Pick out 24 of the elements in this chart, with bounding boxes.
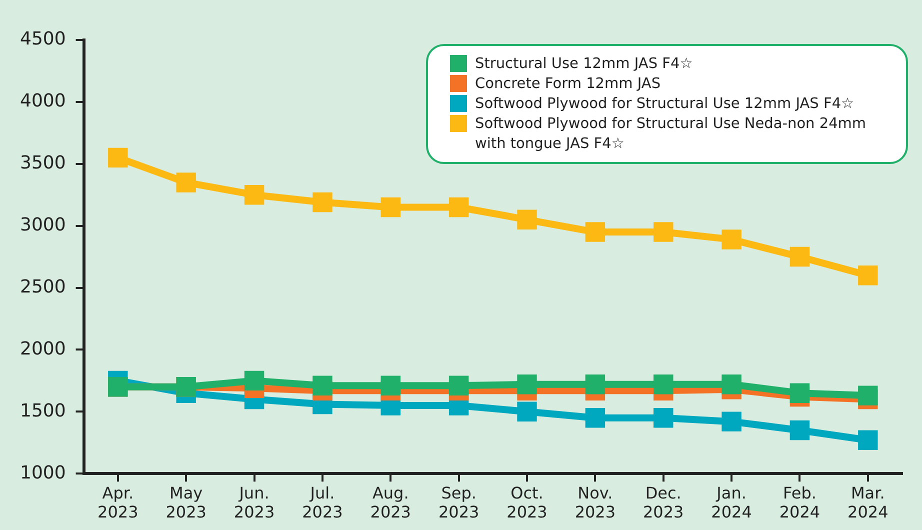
legend-label: Concrete Form 12mm JAS <box>475 75 661 94</box>
x-tick-label: Sep. 2023 <box>438 483 480 522</box>
x-tick-label: Oct. 2023 <box>506 483 548 522</box>
y-tick-label: 3000 <box>20 214 66 236</box>
x-tick-label: Jun. 2023 <box>234 483 275 522</box>
legend-label: Softwood Plywood for Structural Use Neda-non 24mm with tongue JAS F4☆ <box>475 115 868 154</box>
y-tick-label: 2000 <box>20 338 66 360</box>
x-tick-label: Nov. 2023 <box>574 483 616 522</box>
legend-label: Structural Use 12mm JAS F4☆ <box>475 55 693 74</box>
x-tick-label: Dec. 2023 <box>643 483 684 522</box>
y-tick-label: 2500 <box>20 276 66 298</box>
x-tick-label: Feb. 2024 <box>779 483 820 522</box>
x-tick-label: Apr. 2023 <box>98 483 138 522</box>
x-tick-label: Mar. 2024 <box>848 483 888 522</box>
x-tick-label: Jul. 2023 <box>302 483 343 522</box>
y-tick-label: 1000 <box>20 462 66 484</box>
y-tick-label: 4500 <box>20 28 66 50</box>
x-tick-label: Jan. 2024 <box>711 483 752 522</box>
x-tick-label: Aug. 2023 <box>370 483 411 522</box>
legend-label: Softwood Plywood for Structural Use 12mm JAS F4☆ <box>475 95 854 114</box>
y-tick-label: 3500 <box>20 152 66 174</box>
x-tick-label: May 2023 <box>166 483 206 522</box>
y-tick-label: 1500 <box>20 400 66 422</box>
y-tick-label: 4000 <box>20 90 66 112</box>
